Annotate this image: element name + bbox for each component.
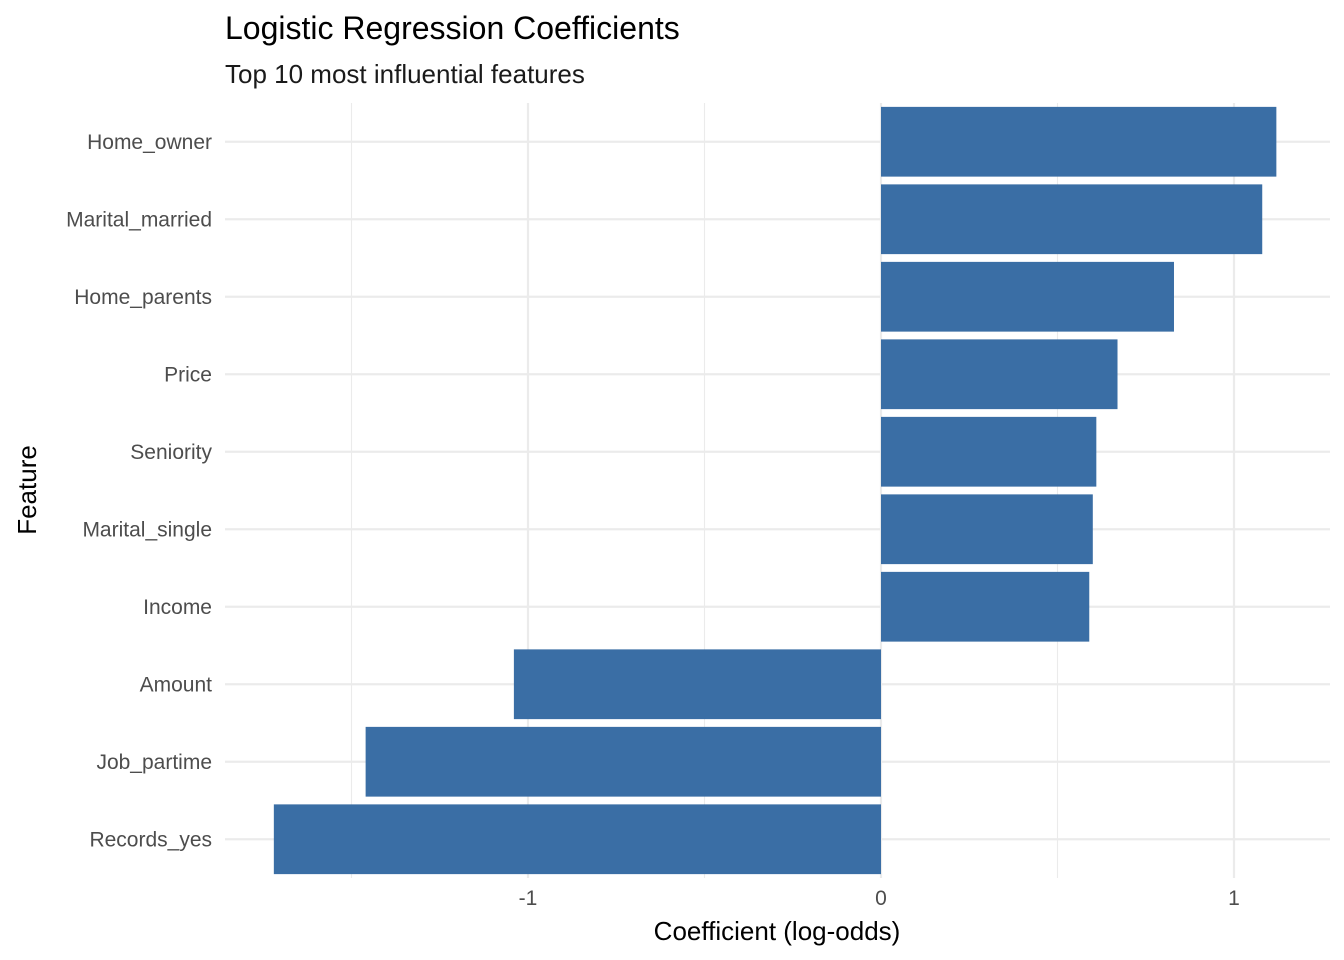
chart-subtitle: Top 10 most influential features (225, 59, 585, 89)
y-tick-label: Home_owner (87, 131, 212, 154)
y-tick-label: Home_parents (74, 286, 212, 309)
x-tick-label: 1 (1228, 887, 1240, 910)
y-tick-label: Records_yes (89, 828, 212, 851)
bar-price (881, 339, 1118, 410)
y-tick-label: Income (143, 596, 212, 619)
x-axis-tick-labels: -1 0 1 (519, 887, 1240, 910)
plot-panel (225, 103, 1330, 878)
bar-amount (513, 649, 881, 720)
y-tick-label: Amount (140, 673, 213, 696)
bar-records-yes (273, 804, 882, 875)
y-axis-title: Feature (12, 445, 42, 535)
chart-title: Logistic Regression Coefficients (225, 10, 680, 46)
y-tick-label: Marital_single (82, 518, 212, 541)
bar-marital-single (881, 494, 1093, 565)
bar-home-owner (881, 106, 1277, 177)
bar-seniority (881, 416, 1097, 487)
x-tick-label: -1 (519, 887, 538, 910)
bar-job-partime (365, 726, 881, 797)
x-tick-label: 0 (875, 887, 887, 910)
y-tick-label: Marital_married (66, 208, 212, 231)
y-axis-tick-labels: Home_owner Marital_married Home_parents Pri… (66, 131, 212, 852)
y-tick-label: Seniority (130, 441, 212, 464)
y-tick-label: Job_partime (96, 751, 212, 774)
x-axis-title: Coefficient (log-odds) (654, 916, 901, 946)
bars (273, 106, 1277, 875)
bar-home-parents (881, 261, 1174, 332)
bar-income (881, 571, 1090, 642)
bar-marital-married (881, 184, 1263, 255)
y-tick-label: Price (164, 363, 212, 386)
